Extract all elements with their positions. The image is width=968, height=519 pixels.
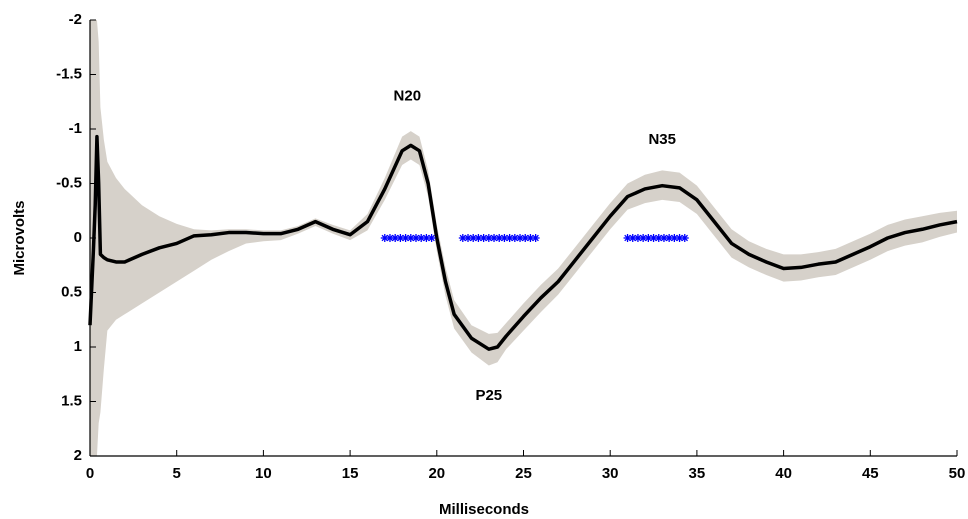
y-tick-label: -1 (69, 120, 82, 137)
marker (484, 234, 493, 242)
marker-stroke (665, 234, 673, 242)
marker-stroke (417, 234, 425, 242)
y-tick-label: 1.5 (61, 392, 82, 409)
marker-stroke (475, 234, 482, 242)
y-axis-label: Microvolts (11, 200, 28, 275)
marker-stroke (671, 234, 678, 242)
y-tick-label: 0.5 (61, 283, 82, 300)
x-tick-label: 40 (775, 465, 792, 482)
marker (521, 234, 530, 242)
annotation: N35 (648, 131, 676, 148)
marker (427, 234, 436, 242)
x-tick-label: 25 (515, 465, 532, 482)
marker-stroke (428, 234, 435, 242)
marker (526, 234, 535, 242)
x-tick-label: 15 (342, 465, 359, 482)
marker (422, 234, 431, 242)
annotation: N20 (394, 87, 422, 104)
x-tick-label: 35 (689, 465, 706, 482)
marker-stroke (459, 234, 467, 242)
marker-stroke (629, 234, 637, 242)
mean-line (88, 134, 958, 351)
marker-stroke (391, 234, 399, 242)
marker-stroke (423, 234, 430, 242)
marker-stroke (676, 234, 683, 242)
marker (649, 234, 658, 242)
marker-stroke (645, 234, 652, 242)
marker-stroke (381, 234, 389, 242)
marker (680, 234, 689, 242)
marker (670, 234, 679, 242)
marker-stroke (681, 234, 689, 242)
marker-stroke (386, 234, 394, 242)
marker-stroke (521, 234, 529, 242)
marker-stroke (527, 234, 534, 242)
marker-stroke (469, 234, 477, 242)
marker-stroke (464, 234, 472, 242)
x-tick-label: 45 (862, 465, 879, 482)
marker (531, 234, 540, 242)
marker (500, 234, 509, 242)
marker-stroke (516, 234, 524, 242)
annotation: P25 (475, 387, 502, 404)
marker-stroke (639, 234, 647, 242)
marker (659, 234, 668, 242)
y-tick-label: 1 (74, 338, 82, 355)
marker-stroke (490, 234, 498, 242)
marker-stroke (655, 234, 663, 242)
x-tick-label: 0 (86, 465, 94, 482)
marker (406, 234, 415, 242)
marker-stroke (485, 234, 493, 242)
y-tick-label: -0.5 (56, 174, 82, 191)
marker-stroke (495, 234, 503, 242)
y-tick-label: 0 (74, 229, 82, 246)
marker (639, 234, 648, 242)
marker-stroke (532, 234, 539, 242)
y-tick-label: -2 (69, 11, 82, 28)
x-tick-label: 20 (428, 465, 445, 482)
x-axis-label: Milliseconds (439, 501, 529, 518)
marker-stroke (634, 234, 642, 242)
marker-stroke (397, 234, 404, 242)
x-tick-label: 30 (602, 465, 619, 482)
marker-stroke (480, 234, 487, 242)
x-tick-label: 50 (949, 465, 966, 482)
x-tick-label: 5 (173, 465, 181, 482)
marker-stroke (402, 234, 409, 242)
marker-stroke (501, 234, 508, 242)
marker (654, 234, 663, 242)
marker-stroke (412, 234, 420, 242)
y-tick-label: -1.5 (56, 65, 82, 82)
marker-stroke (511, 234, 519, 242)
confidence-band (90, 20, 957, 456)
marker (396, 234, 405, 242)
x-tick-label: 10 (255, 465, 272, 482)
marker-stroke (407, 234, 415, 242)
marker (469, 234, 478, 242)
marker-stroke (660, 234, 668, 242)
marker-stroke (624, 234, 631, 242)
marker-stroke (650, 234, 657, 242)
y-tick-label: 2 (74, 447, 82, 464)
marker-stroke (506, 234, 513, 242)
